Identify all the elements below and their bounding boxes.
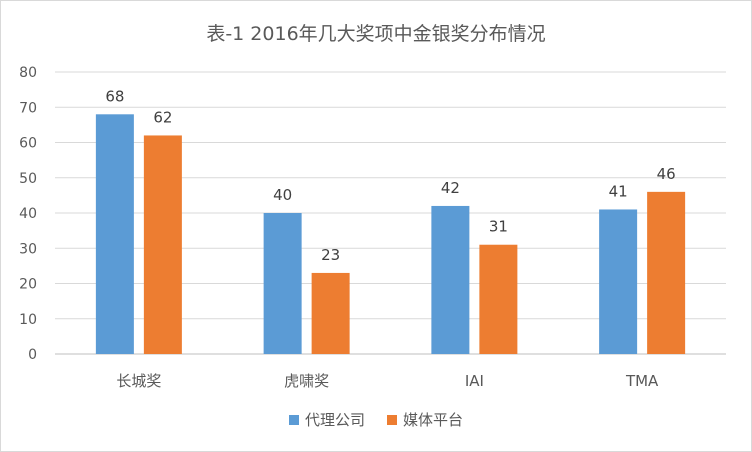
- bar[interactable]: [479, 244, 518, 354]
- y-tick-label: 60: [19, 136, 37, 152]
- y-tick-label: 0: [28, 347, 37, 363]
- y-tick-label: 70: [19, 100, 37, 116]
- data-label: 68: [105, 87, 124, 105]
- x-tick-label: TMA: [625, 372, 659, 390]
- x-tick-label: 长城奖: [116, 372, 161, 390]
- legend-label: 代理公司: [304, 411, 365, 429]
- bar[interactable]: [143, 135, 182, 354]
- y-axis-ticks: 0 10 20 30 40 50 60 70 80: [19, 65, 37, 363]
- bar[interactable]: [95, 114, 134, 354]
- data-labels: 68 62 40 23 42 31 41 46: [105, 87, 675, 264]
- bar[interactable]: [311, 272, 350, 354]
- legend-item-series-1[interactable]: 媒体平台: [387, 409, 463, 430]
- bar[interactable]: [599, 209, 638, 354]
- data-label: 42: [441, 179, 460, 197]
- legend-item-series-0[interactable]: 代理公司: [288, 409, 365, 430]
- bars: [95, 114, 686, 354]
- legend-label: 媒体平台: [403, 411, 464, 429]
- y-tick-label: 40: [19, 206, 37, 222]
- chart-title: 表-1 2016年几大奖项中金银奖分布情况: [206, 23, 546, 45]
- data-label: 46: [657, 165, 676, 183]
- x-tick-label: 虎啸奖: [284, 372, 329, 390]
- data-label: 23: [321, 246, 340, 264]
- bar[interactable]: [263, 213, 302, 354]
- bar[interactable]: [647, 191, 686, 354]
- data-label: 31: [489, 218, 508, 236]
- legend: 代理公司 媒体平台: [1, 409, 751, 430]
- data-label: 62: [153, 108, 172, 126]
- data-label: 40: [273, 186, 292, 204]
- legend-swatch: [387, 414, 397, 425]
- bar[interactable]: [431, 205, 470, 354]
- data-label: 41: [609, 182, 628, 200]
- y-tick-label: 80: [19, 65, 37, 81]
- y-tick-label: 30: [19, 241, 37, 257]
- y-tick-label: 20: [19, 277, 37, 293]
- x-axis-ticks: 长城奖 虎啸奖 IAI TMA: [116, 372, 659, 390]
- legend-swatch: [288, 414, 299, 425]
- y-tick-label: 10: [19, 312, 37, 328]
- x-tick-label: IAI: [465, 372, 484, 390]
- y-tick-label: 50: [19, 171, 37, 187]
